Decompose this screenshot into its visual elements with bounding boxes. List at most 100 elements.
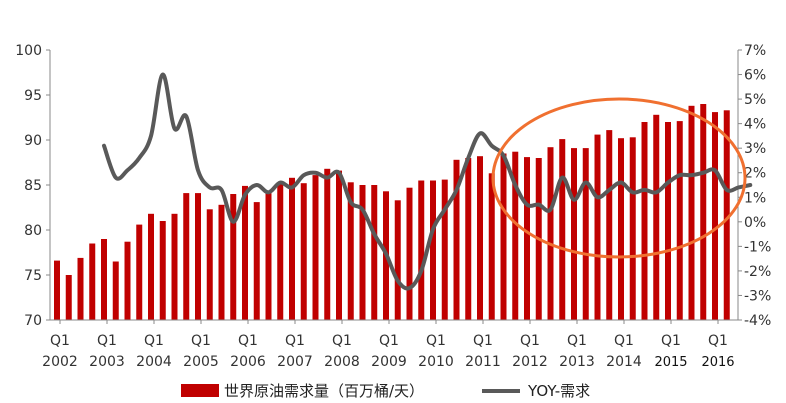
right-tick-label: 5% — [744, 92, 766, 108]
right-tick-label: -2% — [744, 264, 771, 280]
x-tick-year: 2011 — [465, 354, 501, 370]
right-tick-label: 7% — [744, 43, 766, 59]
x-tick-year: 2005 — [183, 354, 219, 370]
demand-bar — [512, 151, 519, 320]
left-tick-label: 80 — [24, 223, 42, 239]
x-tick-quarter: Q1 — [426, 333, 446, 349]
demand-bar — [676, 121, 683, 320]
demand-bar — [700, 104, 707, 320]
demand-bar — [371, 185, 378, 320]
x-tick-quarter: Q1 — [661, 333, 681, 349]
x-tick-quarter: Q1 — [614, 333, 634, 349]
x-tick-year: 2016 — [701, 355, 734, 370]
right-tick-label: 0% — [744, 215, 766, 231]
left-tick-label: 85 — [24, 178, 42, 194]
demand-bar — [183, 193, 190, 320]
demand-bar — [101, 239, 107, 320]
demand-bar — [277, 182, 284, 320]
right-tick-label: -4% — [744, 313, 771, 329]
demand-bar — [159, 221, 166, 320]
x-tick-year: 2009 — [371, 354, 407, 370]
right-tick-label: -1% — [744, 239, 771, 255]
demand-bar — [629, 137, 636, 320]
demand-bar — [77, 257, 84, 320]
left-tick-label: 70 — [24, 313, 42, 329]
legend: 世界原油需求量（百万桶/天） YOY-需求 — [181, 382, 590, 400]
x-tick-year: 2014 — [606, 354, 642, 370]
x-tick-year: 2007 — [277, 354, 313, 370]
demand-bar — [453, 159, 460, 320]
demand-bar — [336, 170, 342, 320]
yoy-line — [102, 72, 753, 291]
demand-bar — [148, 213, 154, 320]
x-tick-year: 2012 — [512, 354, 548, 370]
right-tick-label: 6% — [744, 68, 766, 84]
demand-bar — [242, 185, 248, 320]
legend-bar-label: 世界原油需求量（百万桶/天） — [224, 382, 424, 400]
demand-bar — [524, 157, 530, 320]
right-tick-label: -3% — [744, 288, 771, 304]
x-tick-year: 2006 — [230, 354, 266, 370]
left-tick-label: 100 — [15, 43, 42, 59]
x-tick-year: 2010 — [418, 354, 454, 370]
right-tick-label: 2% — [744, 166, 766, 182]
demand-bar — [500, 153, 507, 320]
right-tick-label: 3% — [744, 141, 766, 157]
demand-bar — [324, 168, 331, 320]
demand-bar — [394, 200, 401, 320]
demand-bar — [477, 156, 483, 320]
demand-bar — [171, 213, 178, 320]
x-tick-quarter: Q1 — [473, 333, 493, 349]
demand-bar — [312, 175, 319, 320]
demand-bar — [124, 241, 131, 320]
demand-bar — [441, 179, 448, 320]
demand-bar — [112, 261, 119, 320]
highlight-ellipse — [491, 97, 747, 259]
demand-bar — [559, 139, 566, 320]
left-tick-label: 95 — [24, 88, 42, 104]
demand-bar — [571, 148, 577, 320]
demand-bar — [218, 204, 225, 320]
demand-bar — [418, 180, 425, 320]
demand-bar — [136, 224, 143, 320]
demand-bar — [265, 191, 272, 320]
x-tick-year: 2008 — [324, 354, 360, 370]
x-tick-quarter: Q1 — [520, 333, 540, 349]
demand-bar — [289, 177, 295, 320]
demand-bar — [65, 275, 72, 320]
demand-bar — [406, 187, 413, 320]
x-tick-quarter: Q1 — [144, 333, 164, 349]
x-tick-quarter: Q1 — [708, 333, 728, 349]
x-tick-quarter: Q1 — [50, 333, 70, 349]
demand-bar — [582, 148, 589, 320]
x-tick-quarter: Q1 — [191, 333, 211, 349]
x-tick-year: 2015 — [654, 355, 687, 370]
demand-bar — [54, 260, 60, 320]
right-tick-label: 4% — [744, 117, 766, 133]
demand-bar — [688, 105, 695, 320]
x-tick-quarter: Q1 — [238, 333, 258, 349]
x-tick-quarter: Q1 — [332, 333, 352, 349]
x-tick-quarter: Q1 — [379, 333, 399, 349]
demand-bar — [253, 202, 260, 320]
legend-line-label: YOY-需求 — [527, 382, 590, 400]
legend-bar-swatch — [181, 384, 219, 397]
left-tick-label: 90 — [24, 133, 42, 149]
x-tick-quarter: Q1 — [97, 333, 117, 349]
demand-bar — [347, 182, 354, 320]
x-tick-quarter: Q1 — [285, 333, 305, 349]
demand-bar — [547, 147, 554, 320]
demand-bar — [641, 122, 648, 320]
x-tick-year: 2003 — [89, 354, 125, 370]
demand-bar — [230, 194, 237, 320]
demand-bar — [618, 138, 624, 320]
demand-bar — [359, 185, 366, 320]
demand-bar — [653, 114, 660, 320]
left-tick-label: 75 — [24, 268, 42, 284]
demand-bar — [465, 158, 472, 320]
demand-bar — [195, 193, 201, 320]
demand-bar — [89, 243, 96, 320]
demand-bar — [665, 122, 671, 320]
demand-bar — [300, 183, 307, 320]
